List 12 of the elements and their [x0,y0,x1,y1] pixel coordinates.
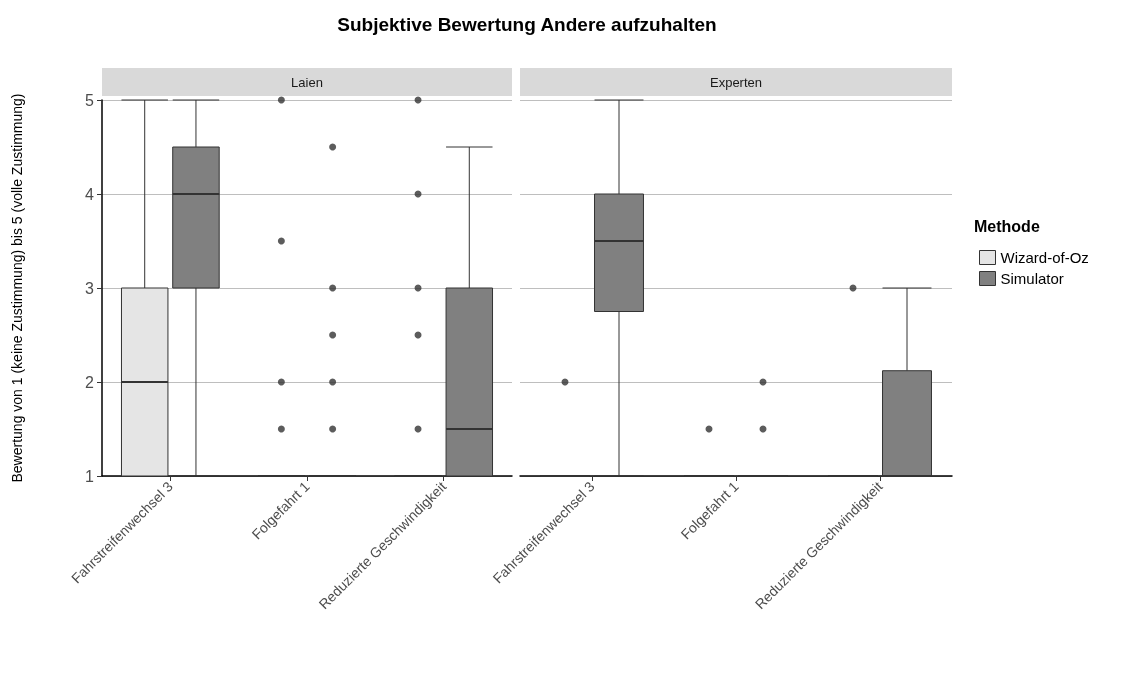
y-axis-title: Bewertung von 1 (keine Zustimmung) bis 5 (volle Zustimmung) [9,93,25,483]
legend-label: Simulator [1000,270,1064,287]
y-tick-label: 1 [85,467,95,485]
chart-subtitle: Experten [709,74,763,90]
y-tick-label: 3 [85,279,95,297]
chart-subtitle: Laien [291,74,323,90]
y-tick-label: 5 [85,91,95,109]
chart-title: Subjektive Bewertung Andere aufzuhalten [336,14,718,36]
legend-label: Wizard-of-Oz [1000,249,1089,266]
y-tick-label: 4 [85,185,95,203]
legend-title: Methode [974,217,1040,235]
y-tick-label: 2 [85,373,95,391]
